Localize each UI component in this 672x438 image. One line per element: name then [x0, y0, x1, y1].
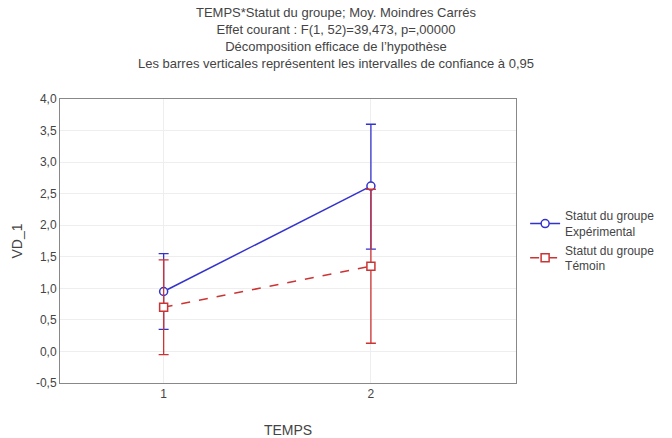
svg-text:3,0: 3,0: [40, 155, 57, 169]
svg-text:1,5: 1,5: [40, 250, 57, 264]
svg-text:2,5: 2,5: [40, 187, 57, 201]
svg-text:Statut du groupeExpérimental: Statut du groupeExpérimental: [565, 209, 654, 239]
svg-text:VD_1: VD_1: [9, 223, 25, 258]
svg-text:1,0: 1,0: [40, 282, 57, 296]
svg-text:Statut du groupeTémoin: Statut du groupeTémoin: [565, 244, 654, 274]
svg-text:2,0: 2,0: [40, 218, 57, 232]
svg-text:-0,5: -0,5: [36, 376, 57, 390]
svg-text:1: 1: [160, 387, 167, 401]
svg-text:0,0: 0,0: [40, 345, 57, 359]
svg-text:4,0: 4,0: [40, 92, 57, 106]
svg-text:TEMPS: TEMPS: [264, 422, 312, 438]
svg-text:0,5: 0,5: [40, 313, 57, 327]
svg-text:TEMPS*Statut du groupe; Moy. M: TEMPS*Statut du groupe; Moy. Moindres Ca…: [138, 5, 534, 71]
svg-text:2: 2: [368, 387, 375, 401]
svg-text:3,5: 3,5: [40, 124, 57, 138]
